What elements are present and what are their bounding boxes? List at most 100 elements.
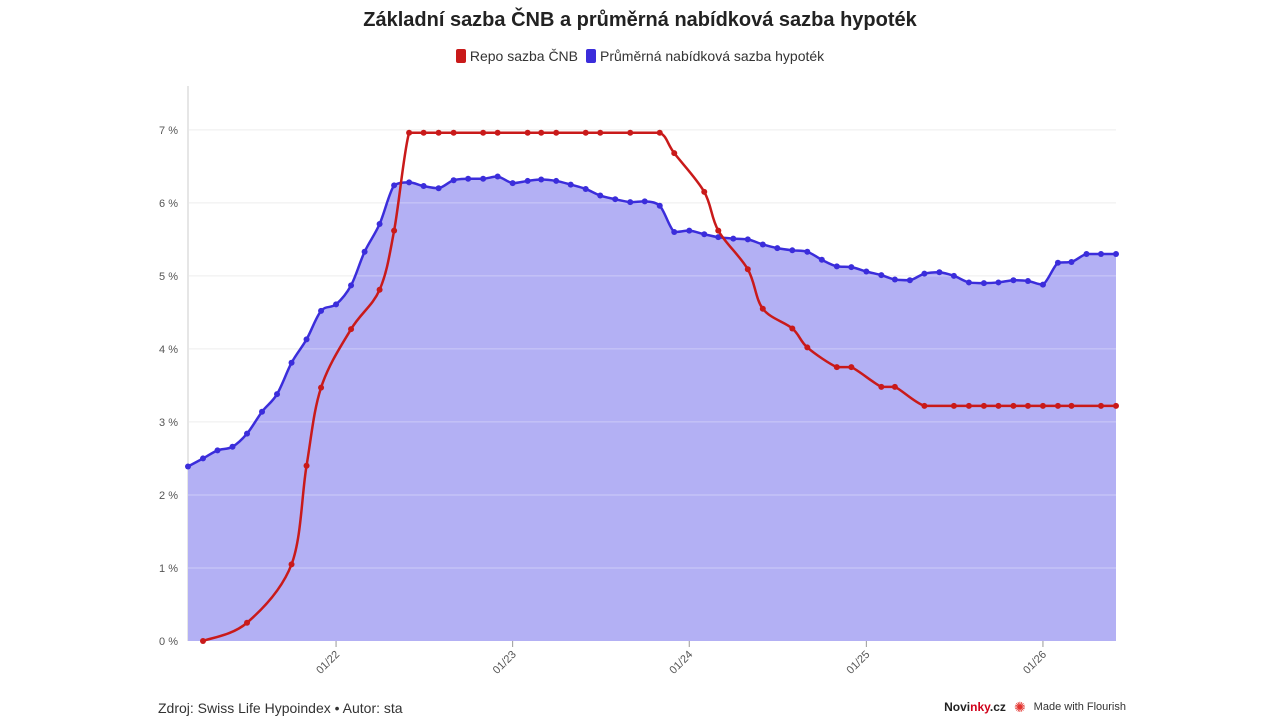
point-mortgage [1010, 277, 1017, 284]
point-mortgage [1113, 250, 1119, 257]
point-mortgage [1039, 281, 1046, 288]
point-repo [833, 364, 840, 371]
point-repo [1054, 402, 1061, 409]
y-tick-label: 4 % [159, 344, 178, 356]
point-mortgage [730, 235, 737, 242]
point-repo [303, 462, 310, 469]
point-mortgage [656, 202, 663, 209]
point-mortgage [980, 280, 987, 287]
point-repo [804, 344, 811, 351]
point-mortgage [833, 263, 840, 270]
point-mortgage [567, 181, 574, 188]
point-repo [494, 129, 501, 136]
point-mortgage [744, 236, 751, 243]
point-repo [1098, 402, 1105, 409]
point-mortgage [538, 176, 545, 183]
point-repo [1024, 402, 1031, 409]
point-repo [891, 383, 898, 390]
point-mortgage [627, 199, 634, 206]
point-mortgage [1054, 259, 1061, 266]
point-mortgage [612, 196, 619, 203]
point-repo [406, 129, 413, 136]
x-tick-label: 01/24 [667, 649, 695, 677]
point-mortgage [376, 221, 383, 228]
point-mortgage [420, 183, 427, 190]
point-mortgage [244, 430, 251, 437]
point-mortgage [288, 359, 295, 366]
y-tick-label: 3 % [159, 417, 178, 429]
point-mortgage [303, 336, 310, 343]
point-mortgage [199, 455, 206, 462]
legend-label-repo: Repo sazba ČNB [469, 48, 579, 64]
point-repo [582, 129, 589, 136]
point-mortgage [274, 391, 281, 398]
point-repo [524, 129, 531, 136]
point-mortgage [715, 234, 722, 241]
point-mortgage [582, 185, 589, 192]
y-tick-label: 0 % [159, 636, 178, 648]
y-tick-label: 7 % [159, 125, 178, 137]
legend-swatch-mortgage [586, 49, 597, 63]
point-repo [980, 402, 987, 409]
point-repo [348, 326, 355, 333]
point-repo [950, 402, 957, 409]
y-tick-label: 6 % [159, 198, 178, 210]
point-mortgage [348, 282, 355, 289]
chart-legend: Repo sazba ČNB Průměrná nabídková sazba … [0, 48, 1280, 64]
point-mortgage [641, 198, 648, 205]
point-repo [656, 129, 663, 136]
point-mortgage [406, 179, 413, 186]
point-repo [759, 305, 766, 312]
point-repo [480, 129, 487, 136]
point-repo [288, 561, 295, 568]
brand-area: Novinky.cz ✺ Made with Flourish [944, 700, 1126, 714]
legend-item-mortgage[interactable]: Průměrná nabídková sazba hypoték [586, 48, 824, 64]
series-area-mortgage [188, 176, 1116, 642]
point-mortgage [435, 185, 442, 192]
point-mortgage [804, 248, 811, 255]
legend-item-repo[interactable]: Repo sazba ČNB [455, 48, 579, 64]
point-mortgage [524, 177, 531, 184]
source-note: Zdroj: Swiss Life Hypoindex • Autor: sta [158, 700, 403, 716]
point-mortgage [480, 175, 487, 182]
point-repo [597, 129, 604, 136]
point-mortgage [891, 276, 898, 283]
y-tick-label: 1 % [159, 563, 178, 575]
point-repo [671, 150, 678, 157]
point-mortgage [686, 227, 693, 234]
point-mortgage [185, 463, 191, 470]
point-repo [701, 188, 708, 195]
point-repo [627, 129, 634, 136]
point-mortgage [995, 279, 1002, 286]
point-mortgage [391, 182, 398, 189]
point-mortgage [1098, 250, 1105, 257]
made-with-flourish-link[interactable]: Made with Flourish [1033, 701, 1126, 713]
point-mortgage [214, 447, 221, 454]
series-line-mortgage [187, 175, 1116, 468]
point-repo [921, 402, 928, 409]
point-repo [435, 129, 442, 136]
point-repo [878, 383, 885, 390]
point-repo [995, 402, 1002, 409]
point-repo [965, 402, 972, 409]
point-mortgage [318, 307, 325, 314]
point-mortgage [671, 229, 678, 236]
point-repo [244, 619, 251, 626]
point-repo [199, 638, 206, 644]
point-repo [1068, 402, 1075, 409]
point-repo [848, 364, 855, 371]
point-mortgage [509, 180, 516, 187]
point-mortgage [950, 272, 957, 279]
point-mortgage [906, 277, 913, 284]
point-mortgage [1024, 277, 1031, 284]
point-repo [1010, 402, 1017, 409]
novinky-logo[interactable]: Novinky.cz [944, 700, 1006, 714]
point-mortgage [259, 408, 266, 415]
point-mortgage [553, 177, 560, 184]
x-tick-label: 01/23 [491, 649, 519, 677]
point-mortgage [863, 268, 870, 275]
point-mortgage [878, 272, 885, 279]
point-mortgage [1068, 258, 1075, 265]
y-tick-label: 5 % [159, 271, 178, 283]
